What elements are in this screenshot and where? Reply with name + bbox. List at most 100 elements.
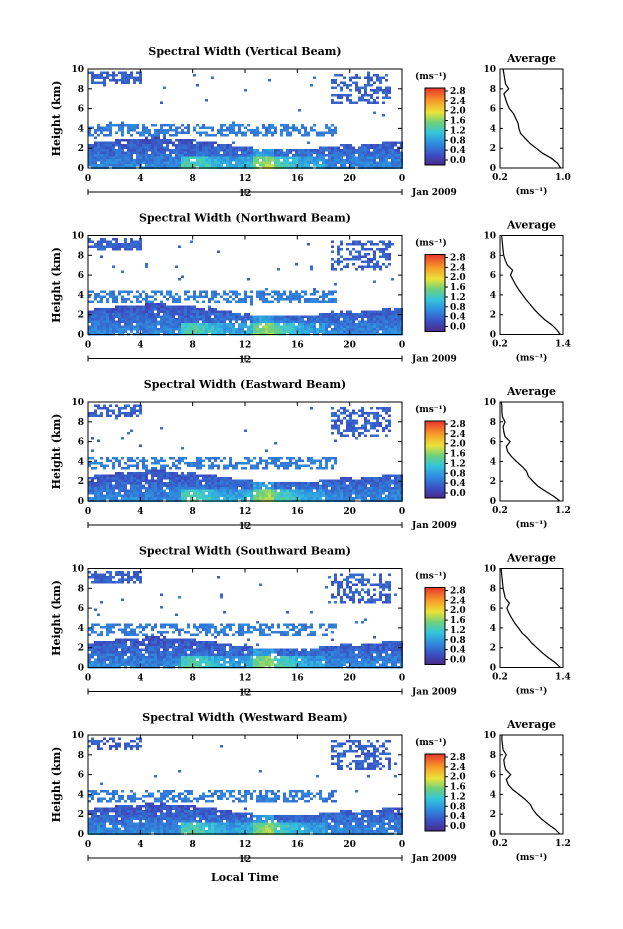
average-y-tick-label: 4	[490, 790, 496, 800]
y-tick-label: 4	[78, 457, 84, 467]
day-marker-label: 12	[239, 522, 252, 532]
x-tick-label: 0	[399, 341, 405, 351]
average-x-tick-label: 0.2	[492, 173, 508, 183]
y-tick-label: 2	[78, 810, 84, 820]
y-tick-label: 0	[78, 830, 84, 840]
x-tick-label: 0	[399, 840, 405, 850]
colorbar-tick-label: 0.4	[450, 812, 466, 822]
colorbar-tick-label: 0.0	[450, 489, 466, 499]
colorbar-tick-label: 0.0	[450, 156, 466, 166]
x-tick-label: 16	[291, 507, 304, 517]
average-frame	[499, 235, 564, 335]
heatmap-field	[88, 737, 403, 835]
y-tick-label: 8	[78, 85, 84, 95]
x-tick-label: 12	[239, 174, 252, 184]
average-y-tick-label: 2	[490, 810, 496, 820]
average-profile-line	[501, 735, 561, 835]
panel-title: Spectral Width (Westward Beam)	[142, 711, 347, 724]
x-tick-label: 20	[343, 840, 356, 850]
x-tick-label: 16	[291, 840, 304, 850]
y-tick-label: 6	[78, 271, 84, 281]
colorbar-tick-label: 0.8	[450, 636, 466, 646]
day-marker-label: 12	[239, 689, 252, 699]
colorbar-tick-label: 2.4	[450, 763, 466, 773]
x-tick-label: 20	[343, 674, 356, 684]
x-tick-label: 20	[343, 341, 356, 351]
x-axis-label: Local Time	[211, 871, 279, 884]
average-y-tick-label: 10	[483, 65, 496, 75]
average-x-tick-label: 0.2	[492, 506, 508, 516]
y-tick-label: 8	[78, 251, 84, 261]
heatmap-field	[88, 404, 403, 502]
colorbar-tick-label: 0.8	[450, 802, 466, 812]
colorbar-tick-label: 0.4	[450, 146, 466, 156]
x-tick-label: 0	[85, 674, 91, 684]
panel-1: Spectral Width (Vertical Beam) 0 2 4 6 8 10 0 4 8…	[50, 45, 571, 199]
y-tick-label: 6	[78, 105, 84, 115]
y-tick-label: 6	[78, 604, 84, 614]
average-y-tick-label: 4	[490, 291, 496, 301]
x-tick-label: 0	[399, 174, 405, 184]
average-y-tick-label: 4	[490, 457, 496, 467]
average-y-tick-label: 4	[490, 624, 496, 634]
x-tick-label: 12	[239, 341, 252, 351]
average-title: Average	[506, 52, 556, 65]
colorbar	[424, 87, 446, 166]
x-tick-label: 8	[190, 507, 196, 517]
average-y-tick-label: 10	[483, 565, 496, 575]
colorbar-tick-label: 2.4	[450, 263, 466, 273]
y-tick-label: 2	[78, 477, 84, 487]
y-tick-label: 0	[78, 664, 84, 674]
average-x-tick-label: 1.2	[555, 839, 571, 849]
colorbar	[424, 254, 446, 332]
y-tick-label: 6	[78, 771, 84, 781]
average-x-label: (ms⁻¹)	[516, 186, 548, 197]
day-marker-label: 12	[239, 356, 252, 366]
colorbar-unit: (ms⁻¹)	[415, 571, 447, 582]
x-tick-label: 0	[85, 341, 91, 351]
average-y-tick-label: 0	[490, 830, 496, 840]
heatmap-field	[88, 71, 403, 169]
colorbar-tick-label: 2.8	[450, 753, 466, 763]
average-frame	[499, 734, 564, 835]
colorbar-tick-label: 2.8	[450, 254, 466, 264]
date-label: Jan 2009	[411, 521, 457, 531]
colorbar-unit: (ms⁻¹)	[415, 238, 447, 249]
y-tick-label: 10	[71, 65, 84, 75]
average-y-tick-label: 0	[490, 331, 496, 341]
average-x-label: (ms⁻¹)	[516, 353, 548, 364]
x-tick-label: 16	[291, 674, 304, 684]
colorbar-tick-label: 2.4	[450, 596, 466, 606]
average-profile-line	[500, 568, 561, 668]
colorbar	[424, 420, 446, 499]
x-tick-label: 4	[137, 840, 143, 850]
average-x-label: (ms⁻¹)	[516, 519, 548, 530]
heatmap-field	[88, 571, 403, 669]
average-y-tick-label: 6	[490, 604, 496, 614]
colorbar-tick-label: 0.8	[450, 136, 466, 146]
colorbar-tick-label: 1.6	[450, 450, 466, 460]
x-tick-label: 16	[291, 174, 304, 184]
colorbar-tick-label: 1.6	[450, 616, 466, 626]
colorbar-tick-label: 2.0	[450, 440, 466, 450]
x-tick-label: 4	[137, 341, 143, 351]
y-tick-label: 2	[78, 144, 84, 154]
average-x-label: (ms⁻¹)	[516, 852, 548, 863]
average-x-tick-label: 1.0	[555, 173, 571, 183]
y-tick-label: 8	[78, 584, 84, 594]
average-profile-line	[501, 235, 561, 335]
average-title: Average	[506, 552, 556, 565]
colorbar-tick-label: 2.8	[450, 420, 466, 430]
x-tick-label: 0	[85, 507, 91, 517]
x-tick-label: 20	[343, 174, 356, 184]
colorbar-tick-label: 0.0	[450, 656, 466, 666]
y-tick-label: 4	[78, 790, 84, 800]
colorbar-tick-label: 2.4	[450, 97, 466, 107]
x-tick-label: 0	[399, 507, 405, 517]
colorbar-unit: (ms⁻¹)	[415, 71, 447, 82]
y-tick-label: 0	[78, 331, 84, 341]
colorbar-tick-label: 0.4	[450, 313, 466, 323]
colorbar-tick-label: 0.0	[450, 822, 466, 832]
average-x-label: (ms⁻¹)	[516, 686, 548, 697]
